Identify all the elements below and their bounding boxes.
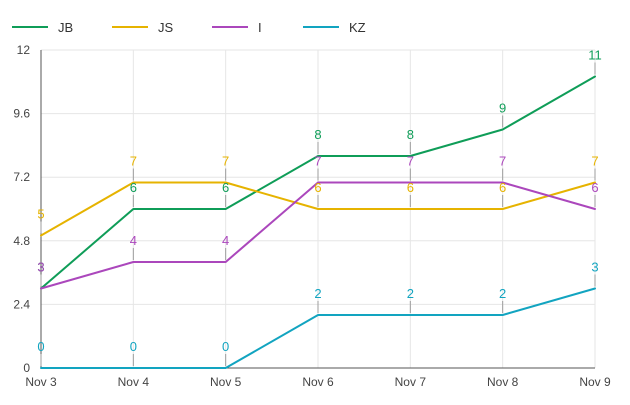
data-label-i: 7 xyxy=(407,154,414,169)
legend-label: JS xyxy=(158,20,174,35)
legend-label: JB xyxy=(58,20,73,35)
legend-item-i: I xyxy=(212,20,262,35)
data-label-jb: 6 xyxy=(130,180,137,195)
y-tick-label: 7.2 xyxy=(13,170,30,184)
data-label-kz: 2 xyxy=(407,286,414,301)
series-line-i xyxy=(40,181,596,290)
legend-label: KZ xyxy=(349,20,366,35)
series-lines xyxy=(40,75,596,369)
data-label-i: 7 xyxy=(499,154,506,169)
x-tick-label: Nov 4 xyxy=(118,375,150,389)
data-label-jb: 3 xyxy=(37,260,44,275)
data-label-kz: 3 xyxy=(591,260,598,275)
data-label-i: 7 xyxy=(314,154,321,169)
data-label-js: 7 xyxy=(591,154,598,169)
data-label-kz: 2 xyxy=(314,286,321,301)
y-tick-label: 9.6 xyxy=(13,107,30,121)
data-label-jb: 6 xyxy=(222,180,229,195)
axes: 0 2.4 4.8 7.2 9.6 12 Nov 3 Nov 4 Nov 5 Nov 6 Nov 7… xyxy=(13,43,611,389)
data-label-kz: 0 xyxy=(130,339,137,354)
x-tick-label: Nov 9 xyxy=(579,375,611,389)
legend-item-kz: KZ xyxy=(303,20,366,35)
x-tick-label: Nov 8 xyxy=(487,375,519,389)
data-label-jb: 8 xyxy=(407,127,414,142)
data-label-kz: 2 xyxy=(499,286,506,301)
data-label-i: 4 xyxy=(130,233,137,248)
data-label-js: 6 xyxy=(407,180,414,195)
data-label-jb: 8 xyxy=(314,127,321,142)
series-line-js xyxy=(40,181,596,237)
y-tick-label: 0 xyxy=(23,361,30,375)
series-line-jb xyxy=(40,75,596,290)
y-tick-label: 12 xyxy=(17,43,31,57)
data-label-jb: 9 xyxy=(499,101,506,116)
data-label-i: 4 xyxy=(222,233,229,248)
legend-item-jb: JB xyxy=(12,20,73,35)
data-label-js: 6 xyxy=(314,180,321,195)
legend-item-js: JS xyxy=(112,20,174,35)
data-label-kz: 0 xyxy=(37,339,44,354)
data-label-i: 3 xyxy=(37,260,44,275)
x-tick-label: Nov 5 xyxy=(210,375,242,389)
data-label-js: 7 xyxy=(222,154,229,169)
x-tick-label: Nov 3 xyxy=(25,375,57,389)
legend: JB JS I KZ xyxy=(12,20,366,35)
data-label-jb: 11 xyxy=(588,48,602,63)
legend-label: I xyxy=(258,20,262,35)
series-line-kz xyxy=(40,287,596,369)
data-label-i: 6 xyxy=(591,180,598,195)
data-label-kz: 0 xyxy=(222,339,229,354)
y-tick-label: 2.4 xyxy=(13,297,30,311)
data-label-js: 6 xyxy=(499,180,506,195)
y-tick-label: 4.8 xyxy=(13,234,30,248)
data-label-js: 5 xyxy=(37,207,44,222)
x-tick-label: Nov 6 xyxy=(302,375,334,389)
data-label-js: 7 xyxy=(130,154,137,169)
x-tick-label: Nov 7 xyxy=(395,375,427,389)
